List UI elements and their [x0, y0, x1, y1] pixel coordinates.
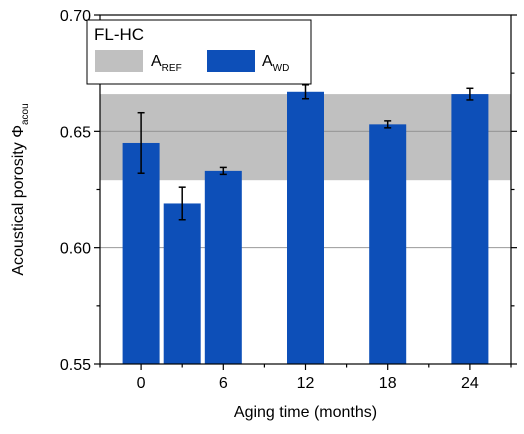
legend-label-awd-main: A [262, 53, 273, 70]
y-tick-label-3: 0.70 [60, 8, 91, 25]
error-bar-1 [178, 186, 186, 221]
legend-label-awd-sub: WD [273, 63, 290, 74]
y-axis-title: Acoustical porosity Φacou [10, 103, 31, 275]
legend-label-awd: AWD [262, 53, 289, 74]
error-bar-3 [302, 84, 309, 100]
error-bar-0 [137, 111, 145, 174]
y-axis-title-main: Acoustical porosity Φ [10, 125, 27, 276]
y-tick-label-1: 0.60 [60, 241, 91, 258]
y-tick-label-0: 0.55 [60, 357, 91, 374]
y-axis-title-subscript: acou [20, 103, 31, 125]
bar-1 [163, 203, 201, 364]
x-tick-label-2: 12 [297, 375, 315, 392]
error-bar-5 [466, 87, 474, 101]
bars-layer [122, 84, 489, 365]
legend: FL-HC AREF AWD [86, 19, 312, 85]
axes-layer: 0.55 0.60 0.65 0.70 0 6 12 18 24 [60, 8, 517, 392]
legend-swatch-awd [207, 50, 255, 72]
y-tick-label-2: 0.65 [60, 124, 91, 141]
x-tick-label-4: 24 [461, 375, 479, 392]
bar-4 [369, 124, 407, 364]
bar-0 [122, 142, 160, 364]
bar-5 [451, 94, 489, 365]
x-tick-label-0: 0 [137, 375, 146, 392]
bar-2 [204, 170, 242, 364]
x-tick-label-3: 18 [379, 375, 397, 392]
bar-3 [287, 91, 324, 364]
error-bar-2 [219, 166, 227, 176]
error-bar-4 [384, 120, 392, 129]
legend-title: FL-HC [94, 25, 144, 44]
legend-label-aref-sub: REF [162, 63, 182, 74]
x-tick-label-1: 6 [219, 375, 228, 392]
legend-swatch-aref [95, 50, 143, 72]
x-axis-title: Aging time (months) [234, 404, 377, 421]
legend-label-aref-main: A [151, 53, 162, 70]
legend-label-aref: AREF [151, 53, 182, 74]
